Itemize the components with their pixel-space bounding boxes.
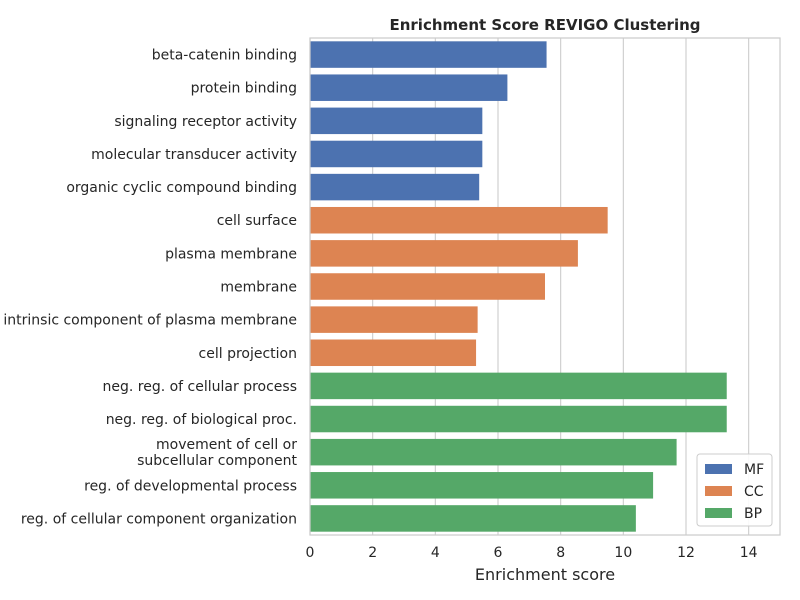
chart-title: Enrichment Score REVIGO Clustering — [389, 16, 700, 34]
x-tick-label: 12 — [677, 545, 695, 561]
bar — [310, 472, 654, 499]
x-tick-label: 14 — [740, 545, 758, 561]
legend-label: CC — [744, 484, 764, 500]
bar — [310, 438, 677, 466]
legend-label: BP — [744, 506, 762, 522]
legend-swatch — [705, 486, 732, 496]
plot-frame — [309, 37, 781, 536]
category-label: intrinsic component of plasma membrane — [3, 313, 297, 329]
category-label: cell projection — [199, 346, 297, 362]
bar — [310, 240, 578, 267]
category-label: reg. of developmental process — [84, 478, 297, 494]
legend: MF CC BP — [696, 453, 773, 527]
category-label: plasma membrane — [165, 246, 297, 262]
x-tick-label: 8 — [556, 545, 565, 561]
bar — [310, 107, 483, 135]
category-label: cell surface — [217, 213, 297, 229]
x-tick-label: 0 — [306, 545, 315, 561]
category-label: neg. reg. of biological proc. — [106, 412, 297, 428]
category-label: molecular transducer activity — [91, 147, 297, 163]
bar — [310, 405, 727, 433]
bar — [310, 41, 547, 68]
bar — [310, 306, 478, 333]
y-axis-category-labels: beta-catenin binding protein binding signa… — [3, 48, 297, 528]
category-label: organic cyclic compound binding — [66, 180, 297, 196]
bar — [310, 140, 483, 168]
x-tick-label: 10 — [614, 545, 632, 561]
bar — [310, 273, 545, 300]
bar — [310, 74, 508, 101]
legend-swatch — [705, 464, 732, 474]
x-tick-label: 4 — [431, 545, 440, 561]
bars — [310, 41, 727, 532]
legend-swatch — [705, 508, 732, 518]
bar — [310, 505, 636, 532]
legend-label: MF — [744, 462, 764, 478]
category-label: protein binding — [191, 81, 297, 97]
bar — [310, 339, 477, 367]
category-label: subcellular component — [137, 453, 297, 469]
category-label: reg. of cellular component organization — [21, 511, 297, 527]
bar — [310, 206, 608, 234]
bar — [310, 372, 727, 400]
x-tick-label: 2 — [368, 545, 377, 561]
category-label: beta-catenin binding — [152, 48, 297, 64]
category-label: signaling receptor activity — [114, 114, 297, 130]
x-axis-title: Enrichment score — [475, 565, 615, 584]
x-tick-label: 6 — [494, 545, 503, 561]
category-label: membrane — [220, 280, 297, 296]
bar — [310, 173, 480, 201]
category-label: movement of cell or — [156, 437, 297, 453]
x-axis-ticks: 0 2 4 6 8 10 12 14 — [306, 545, 758, 561]
category-label: neg. reg. of cellular process — [102, 379, 297, 395]
